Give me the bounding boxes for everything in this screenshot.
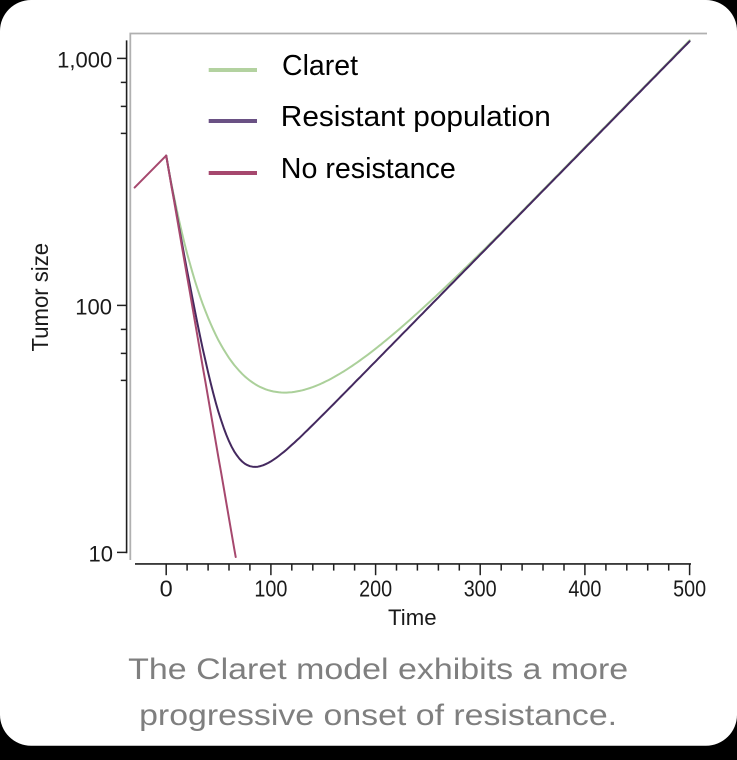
svg-text:Claret: Claret xyxy=(282,50,358,82)
svg-text:100: 100 xyxy=(75,295,112,320)
svg-text:10: 10 xyxy=(89,542,113,567)
svg-text:No resistance: No resistance xyxy=(281,153,456,185)
svg-text:500: 500 xyxy=(673,575,706,601)
svg-text:progressive onset of resistanc: progressive onset of resistance. xyxy=(139,699,617,732)
svg-text:Time: Time xyxy=(388,605,437,630)
svg-text:1,000: 1,000 xyxy=(57,48,112,73)
svg-text:400: 400 xyxy=(568,575,601,601)
svg-text:100: 100 xyxy=(254,575,287,601)
svg-text:Resistant population: Resistant population xyxy=(281,101,551,133)
svg-text:Tumor size: Tumor size xyxy=(27,243,53,352)
svg-text:200: 200 xyxy=(359,575,392,601)
svg-text:0: 0 xyxy=(160,575,173,601)
svg-text:300: 300 xyxy=(464,575,497,601)
svg-text:The Claret model exhibits a mo: The Claret model exhibits a more xyxy=(128,653,628,686)
